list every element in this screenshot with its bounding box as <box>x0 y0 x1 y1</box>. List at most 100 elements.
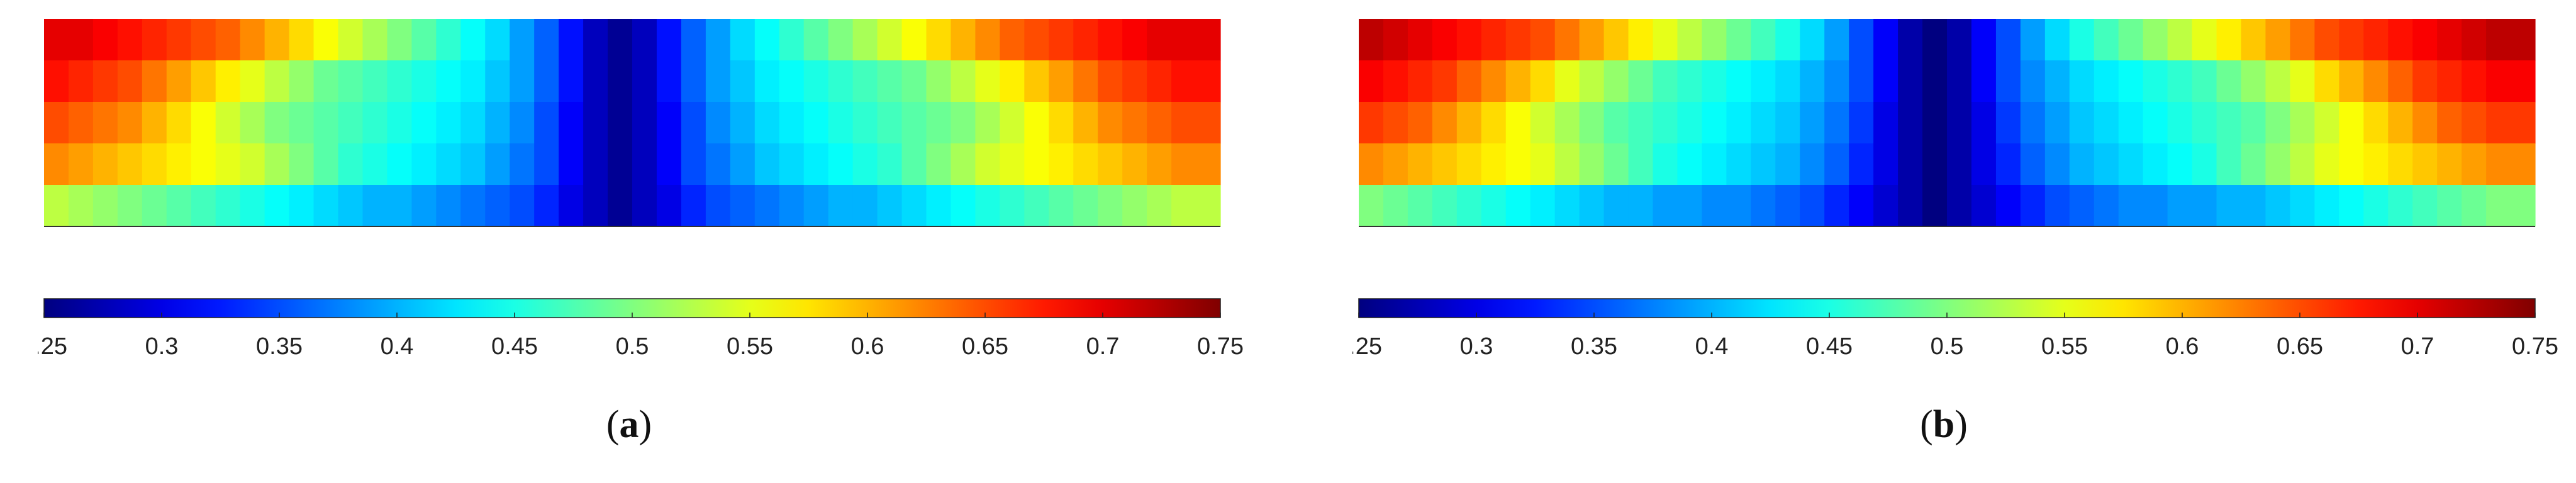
heatmap-cell-r1-c36 <box>2241 60 2267 103</box>
heatmap-cell-r3-c11 <box>313 143 339 186</box>
heatmap-cell-r0-c3 <box>1432 19 1458 61</box>
heatmap-cell-r3-c0 <box>1359 143 1384 186</box>
heatmap-cell-r1-c34 <box>877 60 903 103</box>
heatmap-cell-r2-c9 <box>264 102 290 144</box>
heatmap-cell-r1-c1 <box>1383 60 1408 103</box>
heatmap-cell-r1-c2 <box>1407 60 1433 103</box>
heatmap-cell-r3-c7 <box>215 143 241 186</box>
heatmap-cell-r1-c15 <box>1726 60 1751 103</box>
heatmap-cell-r1-c47 <box>1196 60 1221 103</box>
heatmap-cell-r2-c43 <box>2412 102 2438 144</box>
heatmap-cell-r0-c35 <box>2216 19 2242 61</box>
heatmap-cell-r4-c31 <box>2118 185 2144 227</box>
heatmap-cell-r0-c33 <box>2167 19 2193 61</box>
heatmap-cell-r3-c23 <box>1922 143 1948 186</box>
heatmap-cell-r0-c25 <box>656 19 682 61</box>
colorbar-tick-label: 0.4 <box>381 333 414 360</box>
heatmap-cell-r0-c3 <box>117 19 143 61</box>
heatmap-cell-r3-c5 <box>166 143 192 186</box>
colorbar-tick-label: 0.7 <box>1086 333 1120 360</box>
heatmap-cell-r2-c25 <box>656 102 682 144</box>
colorbar-tick-label: 0.75 <box>1197 333 1244 360</box>
heatmap-cell-r2-c5 <box>1481 102 1507 144</box>
heatmap-cell-r2-c23 <box>608 102 633 144</box>
heatmap-cell-r4-c20 <box>534 185 559 227</box>
heatmap-cell-r3-c9 <box>1579 143 1605 186</box>
heatmap-cell-r1-c32 <box>2143 60 2168 103</box>
heatmap-cell-r0-c36 <box>2241 19 2267 61</box>
heatmap-cell-r4-c6 <box>1505 185 1531 227</box>
heatmap-cell-r1-c31 <box>2118 60 2144 103</box>
heatmap-cell-r1-c38 <box>2290 60 2315 103</box>
heatmap-cell-r2-c34 <box>877 102 903 144</box>
panel-b: 0.250.30.350.40.450.50.550.60.650.70.75 … <box>1352 0 2576 483</box>
heatmap-cell-r1-c42 <box>2388 60 2413 103</box>
heatmap-cell-r3-c43 <box>2412 143 2438 186</box>
heatmap-cell-r2-c29 <box>754 102 780 144</box>
colorbar-tick-label: 0.6 <box>851 333 884 360</box>
heatmap-cell-r0-c6 <box>1505 19 1531 61</box>
heatmap-cell-r1-c43 <box>1098 60 1123 103</box>
heatmap-cell-r3-c45 <box>1147 143 1172 186</box>
heatmap-cell-r2-c47 <box>1196 102 1221 144</box>
heatmap-cell-r3-c8 <box>1554 143 1580 186</box>
heatmap-cell-r1-c33 <box>852 60 878 103</box>
heatmap-cell-r0-c10 <box>1603 19 1629 61</box>
heatmap-cell-r2-c27 <box>2020 102 2046 144</box>
heatmap-cell-r2-c23 <box>1922 102 1948 144</box>
heatmap-cell-r0-c47 <box>1196 19 1221 61</box>
heatmap-cell-r2-c9 <box>1579 102 1605 144</box>
heatmap-cell-r1-c11 <box>1628 60 1654 103</box>
heatmap-cell-r2-c18 <box>485 102 510 144</box>
heatmap-cell-r3-c16 <box>1751 143 1776 186</box>
heatmap-cell-r0-c1 <box>68 19 94 61</box>
heatmap-cell-r4-c3 <box>117 185 143 227</box>
heatmap-cell-r1-c27 <box>2020 60 2046 103</box>
heatmap-cell-r4-c27 <box>2020 185 2046 227</box>
heatmap-cell-r0-c39 <box>2314 19 2339 61</box>
panel-a: 0.250.30.350.40.450.50.550.60.650.70.75 … <box>38 0 1264 483</box>
heatmap-cell-r1-c26 <box>1995 60 2021 103</box>
heatmap-cell-r3-c20 <box>1849 143 1874 186</box>
heatmap-cell-r0-c7 <box>1530 19 1556 61</box>
heatmap-cell-r1-c41 <box>2363 60 2389 103</box>
heatmap-cell-r4-c23 <box>608 185 633 227</box>
heatmap-cell-r4-c11 <box>313 185 339 227</box>
heatmap-cell-r0-c19 <box>1824 19 1849 61</box>
heatmap-cell-r1-c25 <box>656 60 682 103</box>
heatmap-cell-r3-c32 <box>828 143 854 186</box>
heatmap-cell-r1-c36 <box>926 60 952 103</box>
heatmap-cell-r4-c30 <box>2094 185 2119 227</box>
heatmap-cell-r1-c21 <box>1873 60 1899 103</box>
heatmap-cell-r1-c37 <box>951 60 976 103</box>
heatmap-cell-r1-c44 <box>1122 60 1147 103</box>
heatmap-cell-r0-c40 <box>1024 19 1049 61</box>
heatmap-cell-r4-c35 <box>2216 185 2242 227</box>
heatmap-cell-r4-c19 <box>1824 185 1849 227</box>
heatmap-cell-r1-c10 <box>289 60 315 103</box>
heatmap-cell-r0-c5 <box>1481 19 1507 61</box>
heatmap-cell-r4-c33 <box>2167 185 2193 227</box>
heatmap-cell-r2-c42 <box>1073 102 1098 144</box>
heatmap-cell-r0-c7 <box>215 19 241 61</box>
heatmap-cell-r4-c14 <box>387 185 412 227</box>
heatmap-cell-r0-c31 <box>803 19 829 61</box>
heatmap-cell-r4-c4 <box>142 185 167 227</box>
colorbar-tick-label: 0.5 <box>1931 333 1964 360</box>
heatmap-cell-r2-c2 <box>92 102 118 144</box>
heatmap-cell-r3-c38 <box>975 143 1000 186</box>
heatmap-cell-r3-c6 <box>1505 143 1531 186</box>
heatmap-cell-r3-c45 <box>2462 143 2487 186</box>
colorbar-tick-label: 0.3 <box>1460 333 1493 360</box>
heatmap-cell-r1-c20 <box>534 60 559 103</box>
heatmap-cell-r2-c44 <box>2437 102 2462 144</box>
heatmap-cells <box>1359 19 2536 227</box>
heatmap-cell-r0-c25 <box>1971 19 1997 61</box>
heatmap-cell-r1-c11 <box>313 60 339 103</box>
heatmap-cell-r3-c42 <box>2388 143 2413 186</box>
heatmap-cell-r0-c35 <box>901 19 927 61</box>
heatmap-cell-r1-c39 <box>2314 60 2339 103</box>
heatmap-cell-r0-c1 <box>1383 19 1408 61</box>
heatmap-cell-r3-c39 <box>1000 143 1025 186</box>
heatmap-cell-r0-c45 <box>1147 19 1172 61</box>
